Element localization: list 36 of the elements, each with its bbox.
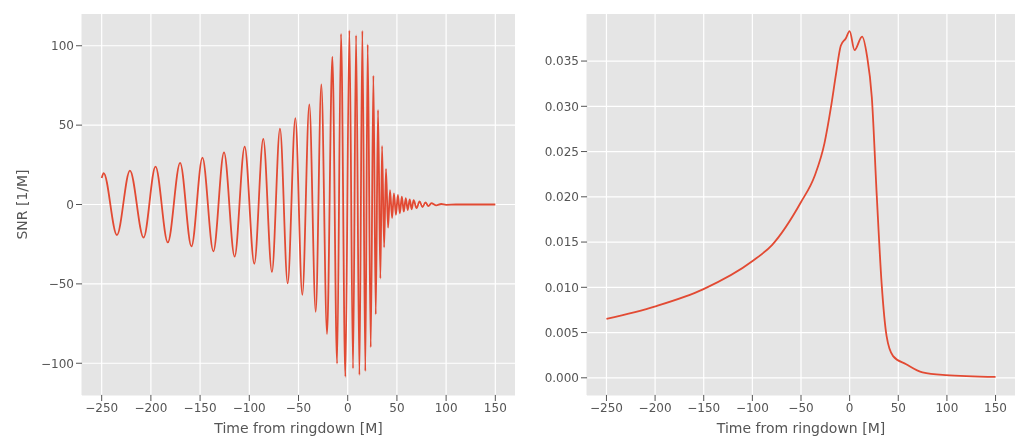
x-tick-label: −250 (589, 400, 623, 415)
x-tick-label: 0 (845, 400, 854, 415)
y-tick-label: −50 (48, 277, 74, 292)
x-tick-label: 150 (483, 400, 507, 415)
y-tick-label: 0.005 (544, 325, 579, 340)
x-tick-label: −150 (687, 400, 721, 415)
line-series (605, 30, 997, 378)
x-tick-label: −150 (183, 400, 217, 415)
x-tick-label: −200 (638, 400, 672, 415)
y-tick-label: 100 (51, 39, 74, 54)
x-tick-label: 100 (935, 400, 959, 415)
x-tick-label: 150 (984, 400, 1007, 415)
x-tick-label: −250 (85, 400, 119, 415)
y-tick-label: 50 (58, 118, 74, 133)
x-axis-title: Time from ringdown [M] (715, 420, 886, 436)
y-tick-label: 0.030 (544, 99, 579, 114)
x-tick-label: −200 (134, 400, 168, 415)
y-tick-label: 0 (66, 197, 74, 212)
y-tick-label: 0.015 (544, 235, 579, 250)
x-tick-label: −100 (232, 400, 266, 415)
x-tick-label: −50 (285, 400, 312, 415)
x-tick-label: −100 (735, 400, 769, 415)
y-tick-label: −100 (41, 356, 74, 371)
x-tick-label: −50 (788, 400, 814, 415)
y-axis-title: SNR [1/M] (13, 169, 30, 240)
y-tick-label: 0.035 (544, 54, 579, 69)
x-axis-title: Time from ringdown [M] (213, 420, 383, 436)
y-tick-label: 0.010 (544, 280, 579, 295)
x-tick-label: 50 (890, 400, 906, 415)
y-tick-label: 0.020 (544, 190, 579, 205)
x-tick-label: 50 (389, 400, 405, 415)
x-tick-label: 0 (343, 400, 352, 415)
y-tick-label: 0.000 (544, 371, 579, 386)
y-tick-label: 0.025 (544, 144, 579, 159)
x-tick-label: 100 (434, 400, 458, 415)
line-series (100, 29, 497, 378)
